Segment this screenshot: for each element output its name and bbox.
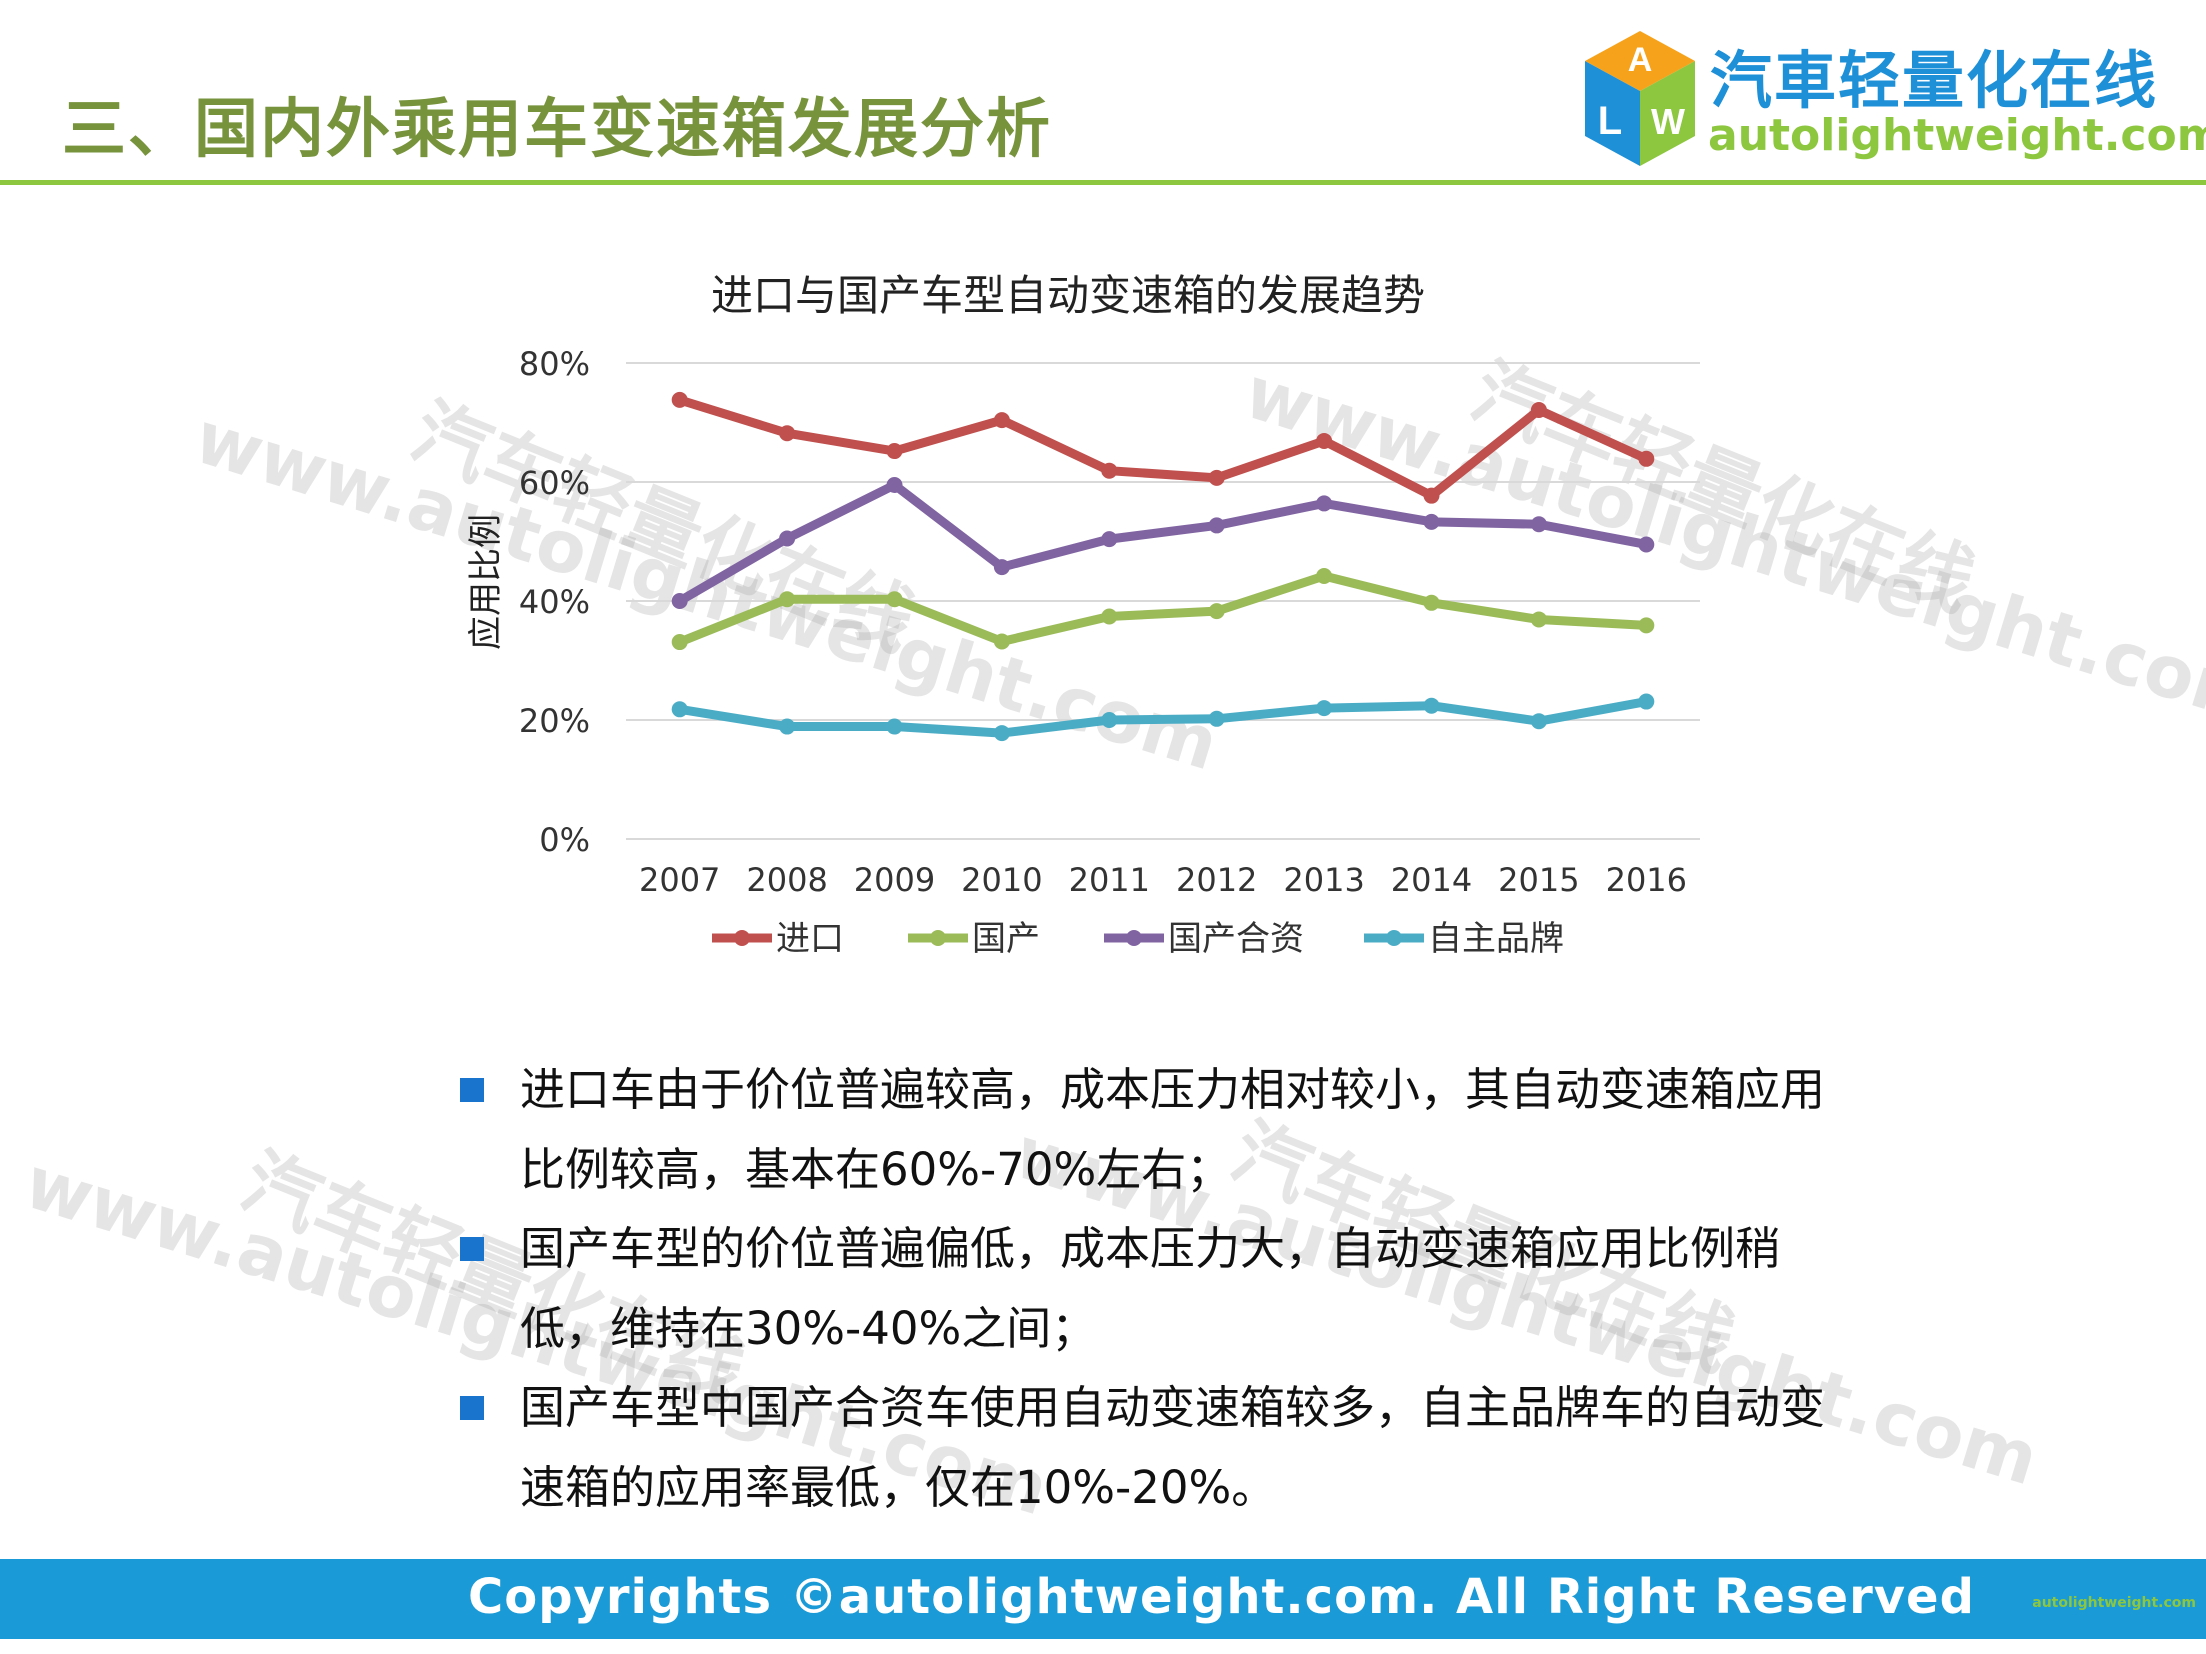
line-chart: 0% 20% 40% 60% 80% 2007 2008 2009 2010 2011 2012 20… xyxy=(519,345,1700,959)
series-line-自主品牌 xyxy=(678,697,1648,738)
copyright-text: Copyrights ©autolightweight.com. All Rig… xyxy=(468,1569,1975,1625)
x-tick-label: 2010 xyxy=(961,861,1042,899)
data-point xyxy=(1316,495,1333,512)
x-tick-label: 2012 xyxy=(1176,861,1257,899)
brand-logo: A L W 汽車轻量化在线 autolightweight.com xyxy=(1580,26,2206,176)
data-point xyxy=(993,559,1010,576)
data-point xyxy=(1208,603,1225,620)
x-tick-label: 2016 xyxy=(1606,861,1687,899)
logo-chinese-text: 汽車轻量化在线 xyxy=(1710,44,2159,117)
x-tick-label: 2015 xyxy=(1498,861,1579,899)
legend-label: 国产合资 xyxy=(1168,919,1304,959)
data-point xyxy=(1316,568,1333,585)
data-point xyxy=(993,725,1010,742)
y-tick-label: 80% xyxy=(519,345,590,383)
series-line-国产合资 xyxy=(677,480,1648,605)
data-point xyxy=(1638,617,1655,634)
data-point xyxy=(1638,536,1655,553)
svg-text:A: A xyxy=(1628,41,1653,79)
x-tick-label: 2009 xyxy=(854,861,935,899)
page-title: 三、国内外乘用车变速箱发展分析 xyxy=(62,93,1052,167)
data-point xyxy=(886,476,903,493)
x-tick-label: 2013 xyxy=(1283,861,1364,899)
data-point xyxy=(993,412,1010,429)
data-point xyxy=(1530,516,1547,533)
data-point xyxy=(1423,594,1440,611)
y-tick-label: 20% xyxy=(519,702,590,740)
footer-bar: Copyrights ©autolightweight.com. All Rig… xyxy=(0,1559,2206,1639)
data-point xyxy=(671,593,688,609)
data-point xyxy=(993,633,1010,650)
bullet-item: 进口车由于价位普遍较高，成本压力相对较小，其自动变速箱应用比例较高，基本在60%… xyxy=(460,1050,1860,1209)
svg-text:W: W xyxy=(1651,101,1685,142)
data-point xyxy=(1101,462,1118,479)
x-tick-label: 2007 xyxy=(639,861,720,899)
logo-english-text: autolightweight.com xyxy=(1708,110,2206,161)
bullet-square-icon xyxy=(460,1237,484,1261)
data-point xyxy=(1638,693,1655,710)
data-point xyxy=(1530,713,1547,730)
legend-marker xyxy=(734,930,750,946)
series-line-进口 xyxy=(678,395,1649,501)
bullet-list: 进口车由于价位普遍较高，成本压力相对较小，其自动变速箱应用比例较高，基本在60%… xyxy=(460,1050,1860,1527)
svg-text:L: L xyxy=(1598,99,1622,143)
data-point xyxy=(1316,700,1333,717)
bullet-item: 国产车型的价位普遍偏低，成本压力大，自动变速箱应用比例稍低，维持在30%-40%… xyxy=(460,1209,1860,1368)
data-point xyxy=(779,425,796,442)
data-point xyxy=(1423,487,1440,504)
data-point xyxy=(1101,531,1118,548)
data-point xyxy=(671,701,688,718)
data-point xyxy=(1423,513,1440,530)
legend-marker xyxy=(1386,930,1402,946)
y-tick-label: 0% xyxy=(539,821,590,859)
series-line-国产 xyxy=(678,571,1647,647)
data-point xyxy=(671,634,688,651)
legend-marker xyxy=(1126,930,1142,946)
header-divider xyxy=(0,180,2206,185)
footer-small-logo: autolightweight.com xyxy=(2032,1595,2196,1611)
data-point xyxy=(779,591,796,608)
data-point xyxy=(779,530,796,547)
data-point xyxy=(1208,517,1225,534)
y-tick-label: 60% xyxy=(519,464,590,502)
x-tick-label: 2008 xyxy=(746,861,827,899)
data-point xyxy=(1423,697,1440,714)
data-point xyxy=(886,718,903,735)
chart-title: 进口与国产车型自动变速箱的发展趋势 xyxy=(710,271,1425,320)
legend-marker xyxy=(930,930,946,946)
data-point xyxy=(1316,432,1333,449)
bullet-item: 国产车型中国产合资车使用自动变速箱较多，自主品牌车的自动变速箱的应用率最低，仅在… xyxy=(460,1368,1860,1527)
legend-label: 国产 xyxy=(972,919,1040,959)
data-point xyxy=(886,443,903,460)
legend-label: 进口 xyxy=(776,919,844,959)
bullet-square-icon xyxy=(460,1078,484,1102)
data-point xyxy=(1530,611,1547,628)
x-tick-label: 2011 xyxy=(1069,861,1150,899)
data-point xyxy=(1638,450,1655,467)
legend-label: 自主品牌 xyxy=(1428,919,1564,959)
data-point xyxy=(886,591,903,608)
x-tick-label: 2014 xyxy=(1391,861,1472,899)
data-point xyxy=(671,391,688,408)
y-tick-label: 40% xyxy=(519,583,590,621)
bullet-square-icon xyxy=(460,1396,484,1420)
data-point xyxy=(1101,608,1118,625)
data-point xyxy=(1208,710,1225,727)
data-point xyxy=(779,718,796,735)
data-point xyxy=(1208,469,1225,486)
cube-logo-icon: A L W xyxy=(1585,31,1695,166)
data-point xyxy=(1530,402,1547,419)
data-point xyxy=(1101,712,1118,728)
